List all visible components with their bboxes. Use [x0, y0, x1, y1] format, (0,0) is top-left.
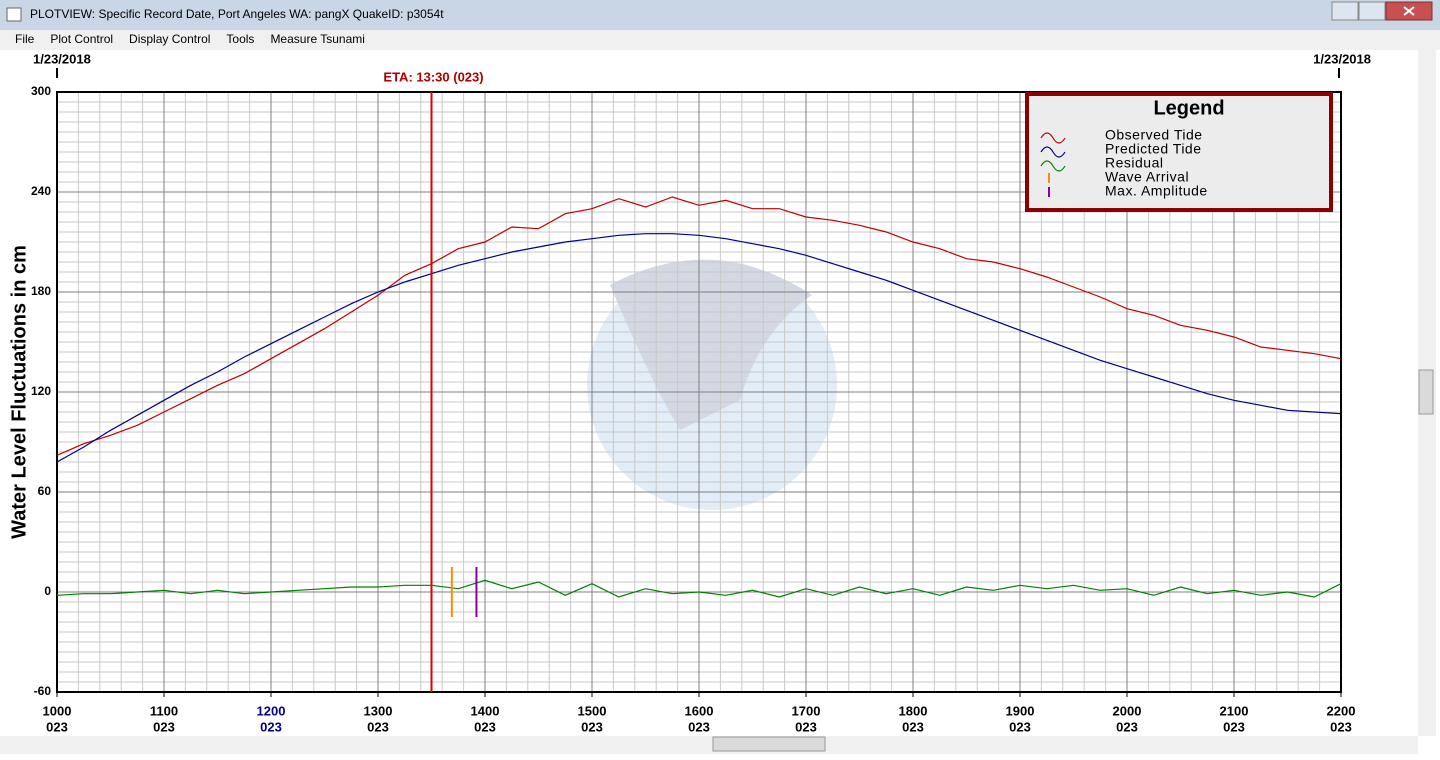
legend-label: Residual — [1105, 155, 1163, 171]
legend-symbol — [1040, 132, 1066, 144]
y-tick-label: -60 — [34, 684, 52, 698]
legend-box — [1025, 92, 1333, 212]
x-tick-day: 023 — [1116, 719, 1138, 734]
x-tick-label: 1200 — [257, 703, 286, 718]
x-tick-label: 1100 — [150, 703, 178, 718]
end-date: 1/23/2018 — [1313, 51, 1371, 66]
x-tick-label: 1900 — [1006, 703, 1035, 718]
y-tick-label: 300 — [31, 84, 51, 98]
h-scrollbar[interactable] — [0, 736, 1418, 754]
legend-label: Max. Amplitude — [1105, 183, 1208, 199]
x-tick-day: 023 — [367, 719, 389, 734]
eta-label: ETA: 13:30 (023) — [383, 69, 483, 84]
minimize-button[interactable] — [1331, 1, 1359, 21]
menu-item[interactable]: File — [15, 32, 35, 46]
v-scroll-thumb[interactable] — [1418, 369, 1434, 415]
plot-frame — [56, 91, 1342, 693]
legend-label: Observed Tide — [1105, 127, 1203, 143]
x-tick-day: 023 — [46, 719, 68, 734]
menu-item[interactable]: Display Control — [129, 32, 210, 46]
legend-label: Wave Arrival — [1105, 169, 1189, 185]
x-tick-day: 023 — [153, 719, 175, 734]
app-icon — [6, 7, 22, 22]
y-tick-label: 0 — [44, 584, 51, 598]
y-tick-label: 180 — [31, 284, 51, 298]
series-line — [56, 233, 1342, 463]
x-tick-label: 2100 — [1220, 703, 1249, 718]
x-tick-label: 1500 — [578, 703, 607, 718]
x-tick-day: 023 — [902, 719, 924, 734]
y-axis-label: Water Level Fluctuations in cm — [8, 245, 30, 539]
series-line — [56, 196, 1342, 456]
y-tick-label: 240 — [31, 184, 51, 198]
x-tick-day: 023 — [1330, 719, 1352, 734]
x-tick-day: 023 — [795, 719, 817, 734]
x-tick-day: 023 — [1223, 719, 1245, 734]
plot: -600601201802403001000023110002312000231… — [8, 51, 1371, 734]
close-icon — [1403, 6, 1415, 16]
h-scroll-thumb[interactable] — [712, 736, 826, 752]
x-tick-label: 1700 — [792, 703, 821, 718]
legend-title: Legend — [1153, 97, 1224, 119]
y-tick-label: 60 — [38, 484, 52, 498]
x-tick-day: 023 — [474, 719, 496, 734]
x-tick-day: 023 — [688, 719, 710, 734]
x-tick-label: 2200 — [1327, 703, 1356, 718]
legend-symbol — [1040, 160, 1066, 172]
menu-bar — [0, 30, 1440, 50]
y-tick-label: 120 — [31, 384, 51, 398]
maximize-button[interactable] — [1358, 1, 1386, 21]
menu-item[interactable]: Measure Tsunami — [270, 32, 365, 46]
x-tick-day: 023 — [260, 719, 282, 734]
x-tick-day: 023 — [581, 719, 603, 734]
menu-item[interactable]: Tools — [226, 32, 254, 46]
x-tick-label: 1400 — [471, 703, 500, 718]
legend-symbol — [1040, 146, 1066, 158]
x-tick-label: 1600 — [685, 703, 714, 718]
legend-label: Predicted Tide — [1105, 141, 1202, 157]
menu-item[interactable]: Plot Control — [50, 32, 113, 46]
x-tick-label: 1000 — [43, 703, 72, 718]
series-line — [56, 579, 1342, 598]
x-tick-day: 023 — [1009, 719, 1031, 734]
menu: File Plot Control Display Control Tools Meas… — [15, 32, 365, 46]
x-tick-label: 2000 — [1113, 703, 1142, 718]
x-tick-label: 1300 — [364, 703, 393, 718]
title-bar — [0, 0, 1440, 30]
x-tick-label: 1800 — [899, 703, 928, 718]
window-title: PLOTVIEW: Specific Record Date, Port Ang… — [30, 7, 444, 21]
start-date: 1/23/2018 — [33, 51, 91, 66]
